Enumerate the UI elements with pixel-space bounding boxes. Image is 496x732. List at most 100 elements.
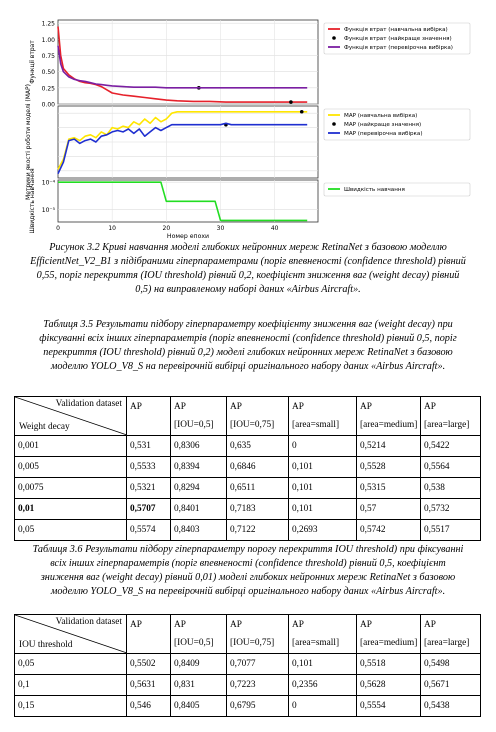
row-label-cell: 0,001 xyxy=(14,435,127,457)
row-label-cell: 0,05 xyxy=(14,519,127,541)
legend-marker xyxy=(332,122,336,126)
column-header-subset: [area=large] xyxy=(424,420,470,430)
legend-box xyxy=(323,182,471,197)
corner-header-cell: Validation dataset Weight decay xyxy=(14,396,127,436)
series-line xyxy=(58,181,308,222)
row-label-cell: 0,1 xyxy=(14,674,127,696)
loss-panel: 0.00 0.25 0.50 0.75 1.00 1.25 Функції втрат Фун… xyxy=(29,19,471,109)
value-cell: 0,5574 xyxy=(126,519,171,541)
column-header-cell: AP [IOU=0,75] xyxy=(226,396,289,436)
x-tick-label: 0 xyxy=(56,225,60,232)
legend-entry: MAP (найкраще значення) xyxy=(344,121,421,128)
column-header-metric: AP xyxy=(360,402,372,412)
value-cell: 0,5315 xyxy=(356,477,421,499)
x-tick-label: 30 xyxy=(217,225,225,232)
row-label-cell: 0,15 xyxy=(14,695,127,717)
column-header-metric: AP xyxy=(360,620,372,630)
column-header-cell: AP [area=small] xyxy=(288,614,357,654)
table-3-5: Validation dataset Weight decay AP AP [IOU=… xyxy=(14,396,481,541)
table-row: 0,05 0,5574 0,8403 0,7122 0,2693 0,5742 0,5517 xyxy=(14,519,481,541)
value-cell: 0,5707 xyxy=(126,498,171,520)
value-cell: 0,531 xyxy=(126,435,171,457)
value-cell: 0,5554 xyxy=(356,695,421,717)
legend-entry: Функція втрат (перевірочна вибірка) xyxy=(344,45,453,51)
map-panel: Метрики якості роботи моделі (MAP) MAP (н… xyxy=(25,84,471,200)
corner-bottom-label: IOU threshold xyxy=(19,640,73,650)
value-cell: 0,5517 xyxy=(420,519,481,541)
value-cell: 0,101 xyxy=(288,477,357,499)
table-3-5-caption: Таблиця 3.5 Результати підбору гіперпара… xyxy=(39,319,457,372)
value-cell: 0,7223 xyxy=(226,674,289,696)
value-cell: 0,101 xyxy=(288,456,357,478)
diagonal-line xyxy=(15,615,126,653)
value-cell: 0,5498 xyxy=(420,653,481,675)
value-cell: 0,546 xyxy=(126,695,171,717)
table-row: 0,005 0,5533 0,8394 0,6846 0,101 0,5528 0,5564 xyxy=(14,456,481,478)
x-tick-label: 10 xyxy=(108,225,116,232)
y-axis-label: Метрики якості роботи моделі (MAP) xyxy=(25,84,32,200)
column-header-cell: AP [IOU=0,5] xyxy=(170,396,227,436)
value-cell: 0,5533 xyxy=(126,456,171,478)
column-header-subset: [IOU=0,5] xyxy=(174,638,214,648)
table-row: 0,05 0,5502 0,8409 0,7077 0,101 0,5518 0,5498 xyxy=(14,653,481,675)
column-header-subset: [area=small] xyxy=(292,420,340,430)
value-cell: 0,8405 xyxy=(170,695,227,717)
x-axis-label: Номер епохи xyxy=(167,233,209,240)
value-cell: 0,101 xyxy=(288,498,357,520)
diagonal-line xyxy=(15,397,126,435)
x-tick-label: 20 xyxy=(163,225,171,232)
column-header-metric: AP xyxy=(424,620,436,630)
best-value-point xyxy=(289,100,293,104)
value-cell: 0,6846 xyxy=(226,456,289,478)
value-cell: 0 xyxy=(288,695,357,717)
row-label-cell: 0,01 xyxy=(14,498,127,520)
value-cell: 0,5631 xyxy=(126,674,171,696)
value-cell: 0,7122 xyxy=(226,519,289,541)
table-row: 0,01 0,5707 0,8401 0,7183 0,101 0,57 0,5732 xyxy=(14,498,481,520)
value-cell: 0,7077 xyxy=(226,653,289,675)
row-label-cell: 0,0075 xyxy=(14,477,127,499)
table-row: 0,15 0,546 0,8405 0,6795 0 0,5554 0,5438 xyxy=(14,695,481,717)
value-cell: 0,538 xyxy=(420,477,481,499)
value-cell: 0,6795 xyxy=(226,695,289,717)
column-header-subset: [IOU=0,75] xyxy=(230,420,275,430)
y-tick-label: 1.00 xyxy=(42,37,56,44)
value-cell: 0,8401 xyxy=(170,498,227,520)
y-tick-label: 0.25 xyxy=(42,85,56,92)
value-cell: 0,6511 xyxy=(226,477,289,499)
y-axis-label: Швидкість навчання xyxy=(29,168,36,234)
x-tick-label: 40 xyxy=(271,225,279,232)
y-tick-label: 1.25 xyxy=(42,21,56,28)
value-cell: 0,57 xyxy=(356,498,421,520)
legend-box xyxy=(323,22,471,55)
value-cell: 0,101 xyxy=(288,653,357,675)
legend-marker xyxy=(332,36,336,40)
value-cell: 0,2356 xyxy=(288,674,357,696)
legend-entry: Функція втрат (навчальна вибірка) xyxy=(344,27,448,33)
column-header-subset xyxy=(130,634,167,652)
column-header-metric: AP xyxy=(424,402,436,412)
y-axis-label: Функції втрат xyxy=(29,40,36,84)
column-header-cell: AP xyxy=(126,396,171,436)
corner-header-cell: Validation dataset IOU threshold xyxy=(14,614,127,654)
column-header-cell: AP [area=large] xyxy=(420,396,481,436)
table-3-6-caption: Таблиця 3.6 Результати підбору гіперпара… xyxy=(32,544,464,597)
table-row: 0,1 0,5631 0,831 0,7223 0,2356 0,5628 0,5671 xyxy=(14,674,481,696)
corner-bottom-label: Weight decay xyxy=(19,422,70,432)
value-cell: 0,5742 xyxy=(356,519,421,541)
column-header-metric: AP xyxy=(174,402,186,412)
column-header-cell: AP [area=medium] xyxy=(356,614,421,654)
column-header-metric: AP xyxy=(174,620,186,630)
row-label-cell: 0,05 xyxy=(14,653,127,675)
corner-top-label: Validation dataset xyxy=(55,617,122,627)
value-cell: 0,7183 xyxy=(226,498,289,520)
value-cell: 0,5438 xyxy=(420,695,481,717)
value-cell: 0,8306 xyxy=(170,435,227,457)
value-cell: 0,8403 xyxy=(170,519,227,541)
column-header-metric: AP xyxy=(292,402,304,412)
legend-entry: Швидкість навчання xyxy=(344,187,405,193)
value-cell: 0,5528 xyxy=(356,456,421,478)
column-header-subset: [area=large] xyxy=(424,638,470,648)
series-line xyxy=(57,45,308,89)
column-header-cell: AP [IOU=0,5] xyxy=(170,614,227,654)
